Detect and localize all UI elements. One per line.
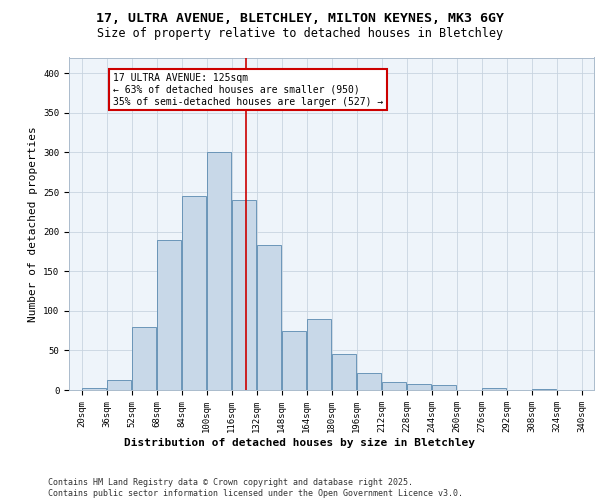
Bar xyxy=(407,384,431,390)
Bar xyxy=(132,326,156,390)
Y-axis label: Number of detached properties: Number of detached properties xyxy=(28,126,38,322)
Bar xyxy=(332,354,356,390)
Text: 17 ULTRA AVENUE: 125sqm
← 63% of detached houses are smaller (950)
35% of semi-d: 17 ULTRA AVENUE: 125sqm ← 63% of detache… xyxy=(113,74,383,106)
Bar xyxy=(207,152,231,390)
Text: Contains HM Land Registry data © Crown copyright and database right 2025.
Contai: Contains HM Land Registry data © Crown c… xyxy=(48,478,463,498)
Bar xyxy=(532,389,556,390)
Bar xyxy=(82,388,106,390)
Bar xyxy=(282,330,306,390)
Bar xyxy=(382,382,406,390)
Text: Size of property relative to detached houses in Bletchley: Size of property relative to detached ho… xyxy=(97,28,503,40)
Bar xyxy=(157,240,181,390)
Bar xyxy=(257,245,281,390)
Text: 17, ULTRA AVENUE, BLETCHLEY, MILTON KEYNES, MK3 6GY: 17, ULTRA AVENUE, BLETCHLEY, MILTON KEYN… xyxy=(96,12,504,26)
Bar xyxy=(432,385,456,390)
Bar xyxy=(307,319,331,390)
Bar xyxy=(482,388,506,390)
Bar xyxy=(107,380,131,390)
Bar xyxy=(232,200,256,390)
Bar xyxy=(182,196,206,390)
Text: Distribution of detached houses by size in Bletchley: Distribution of detached houses by size … xyxy=(125,438,476,448)
Bar xyxy=(357,372,381,390)
